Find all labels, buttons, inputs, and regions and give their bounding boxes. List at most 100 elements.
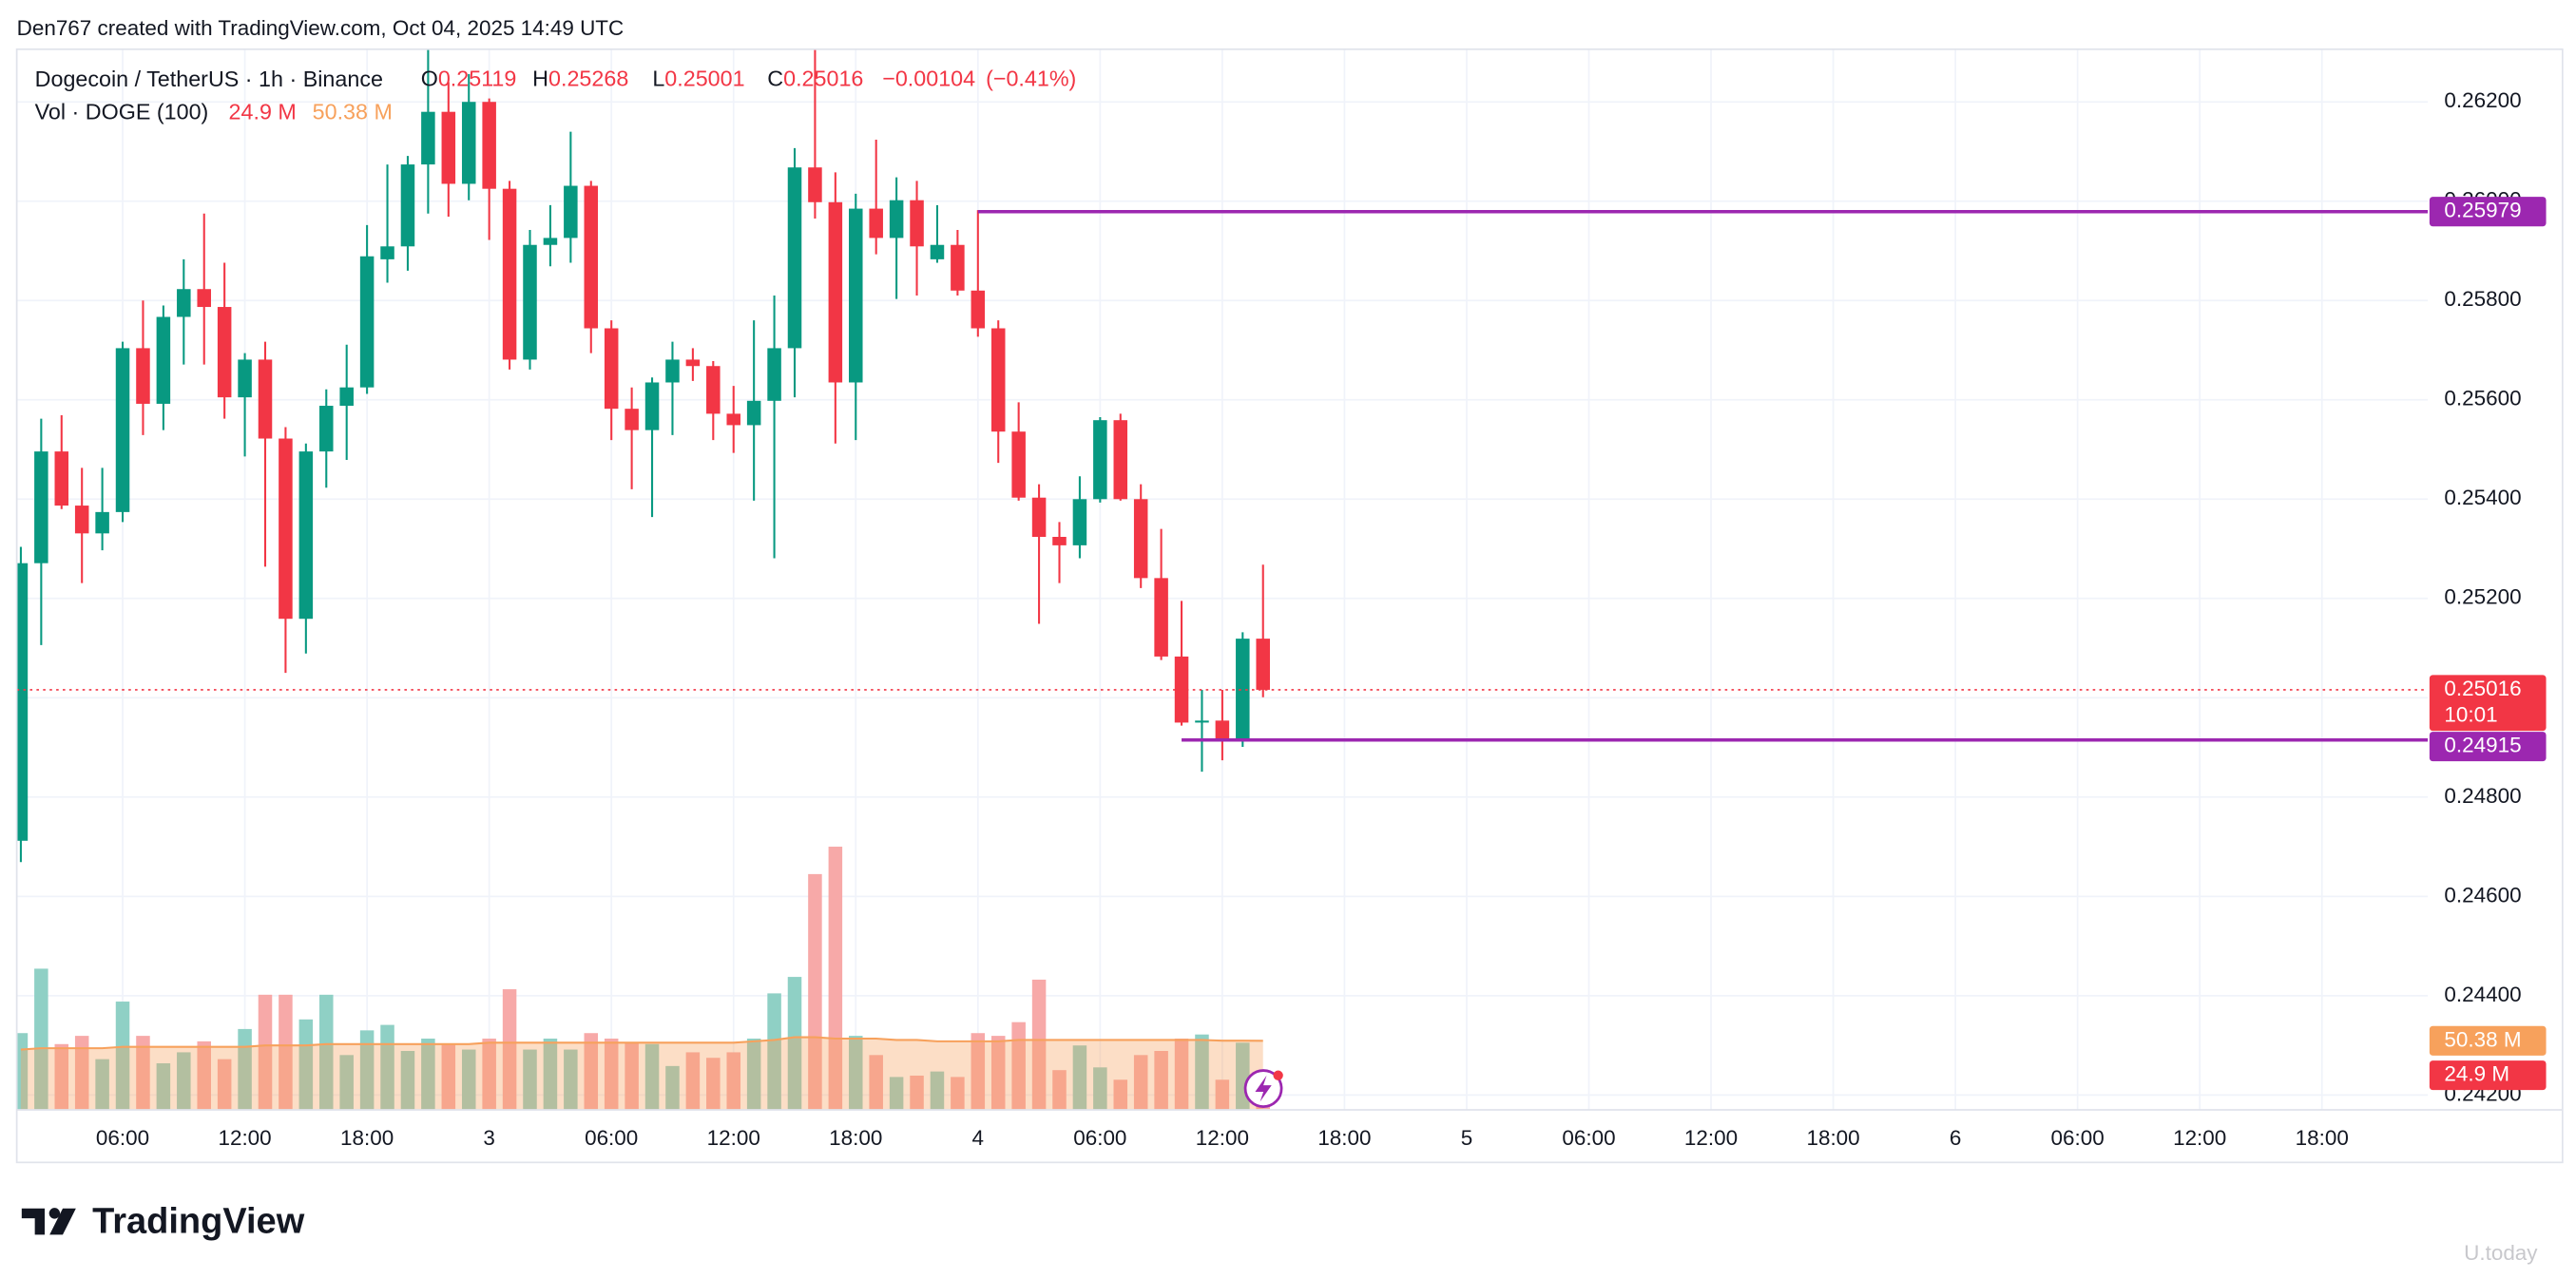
volume-value: 24.9 M: [229, 99, 297, 124]
x-tick-label: 06:00: [585, 1126, 638, 1150]
volume-bar: [177, 1052, 191, 1111]
credit: Den767 created with TradingView.com, Oct…: [17, 16, 625, 40]
volume-bar: [808, 873, 822, 1111]
volume-bar: [279, 994, 293, 1111]
ohlc-letter: L: [652, 67, 664, 91]
candle-body: [441, 111, 456, 184]
y-tick-label: 0.25600: [2444, 387, 2521, 410]
volume-label: 24.9 M: [2444, 1062, 2509, 1086]
candle-body: [1236, 639, 1250, 739]
volume-bar: [1215, 1079, 1230, 1111]
volume-bar: [665, 1065, 680, 1111]
volume-bar: [523, 1049, 537, 1111]
volume-bar: [828, 847, 843, 1111]
volume-bar: [74, 1036, 89, 1111]
x-tick-label: 06:00: [1562, 1126, 1615, 1150]
y-tick-label: 0.26200: [2444, 88, 2521, 112]
candle-body: [564, 185, 578, 239]
volume-bar: [339, 1055, 354, 1111]
brand: TradingView: [92, 1201, 305, 1241]
ohlc-letter: O: [421, 67, 438, 91]
volume-bar: [990, 1036, 1006, 1111]
candle-body: [644, 382, 660, 430]
volume-bar: [400, 1050, 415, 1111]
brand-logo: [21, 1208, 76, 1235]
volume-bar: [604, 1039, 619, 1111]
volume-bar: [1174, 1039, 1189, 1111]
ohlc-values: O0.25119 H0.25268 L0.25001 C0.25016 −0.00104…: [421, 67, 1077, 91]
volume-bar: [869, 1055, 883, 1111]
volume-bar: [258, 994, 273, 1111]
candle-body: [1031, 497, 1047, 537]
y-tick-label: 0.25400: [2444, 486, 2521, 509]
volume-bar: [787, 977, 802, 1111]
level-label: 0.24915: [2444, 734, 2521, 757]
volume-ma-label: 50.38 M: [2444, 1027, 2521, 1051]
candle-body: [74, 506, 89, 534]
volume-bar: [1052, 1070, 1067, 1111]
volume-ma-value: 50.38 M: [313, 99, 393, 124]
volume-bar: [951, 1077, 965, 1111]
y-tick-label: 0.25200: [2444, 585, 2521, 609]
last-price-label: 10:01: [2444, 703, 2497, 727]
ohlc-letter: H: [532, 67, 548, 91]
x-tick-label: 12:00: [218, 1126, 271, 1150]
volume-bar: [1154, 1050, 1168, 1111]
volume-bar: [685, 1052, 701, 1111]
volume-bar: [1031, 979, 1047, 1111]
candle-body: [910, 200, 924, 247]
candle-body: [197, 289, 211, 308]
candle-body: [34, 451, 48, 563]
candle-body: [706, 366, 721, 414]
volume-bar: [564, 1049, 578, 1111]
candle-body: [1256, 639, 1270, 690]
ohlc-value: 0.25001: [664, 67, 744, 91]
volume-bar: [34, 968, 48, 1111]
candle-body: [584, 185, 599, 329]
candle-body: [1052, 536, 1067, 545]
volume-bar: [54, 1043, 69, 1111]
candle-body: [482, 102, 496, 189]
candle-body: [604, 328, 619, 410]
ohlc-legend: O0.25119 H0.25268 L0.25001 C0.25016 −0.00104…: [229, 67, 1077, 124]
lightning-icon: [1243, 1069, 1283, 1108]
volume-bar: [767, 993, 781, 1111]
volume-bar: [482, 1039, 496, 1111]
x-tick-label: 06:00: [1073, 1126, 1126, 1150]
candle-body: [1195, 720, 1209, 723]
x-tick-label: 6: [1950, 1126, 1962, 1150]
volume-bar: [16, 1033, 29, 1111]
ohlc-value: 0.25119: [438, 67, 517, 91]
candle-body: [849, 208, 863, 383]
candle-body: [319, 406, 334, 452]
volume-bar: [726, 1052, 740, 1111]
candle-body: [1215, 720, 1230, 739]
candle-body: [1133, 499, 1148, 579]
volume-ma-area: [20, 1037, 1263, 1111]
volume-bar: [238, 1028, 252, 1111]
x-tick-label: 18:00: [1806, 1126, 1859, 1150]
volume-bar: [625, 1042, 639, 1111]
volume-bar: [746, 1039, 761, 1111]
candle-body: [1072, 499, 1087, 545]
candle-body: [523, 244, 537, 360]
candle-body: [1113, 420, 1128, 500]
x-tick-label: 18:00: [1317, 1126, 1371, 1150]
volume-bar: [156, 1062, 171, 1111]
volume-bar: [197, 1040, 211, 1111]
x-tick-label: 06:00: [2051, 1126, 2105, 1150]
candle-body: [869, 208, 883, 239]
candle-body: [380, 246, 394, 259]
x-tick-label: 12:00: [2173, 1126, 2226, 1150]
candle-body: [787, 167, 802, 349]
candle-body: [258, 359, 273, 439]
candle-body: [421, 111, 435, 165]
ohlc-value: 0.25016: [783, 67, 863, 91]
level-label: 0.25979: [2444, 199, 2521, 222]
volume-bar: [930, 1071, 945, 1111]
volume-bar: [1195, 1034, 1209, 1111]
candle-body: [828, 201, 843, 383]
x-tick-label: 18:00: [2296, 1126, 2349, 1150]
